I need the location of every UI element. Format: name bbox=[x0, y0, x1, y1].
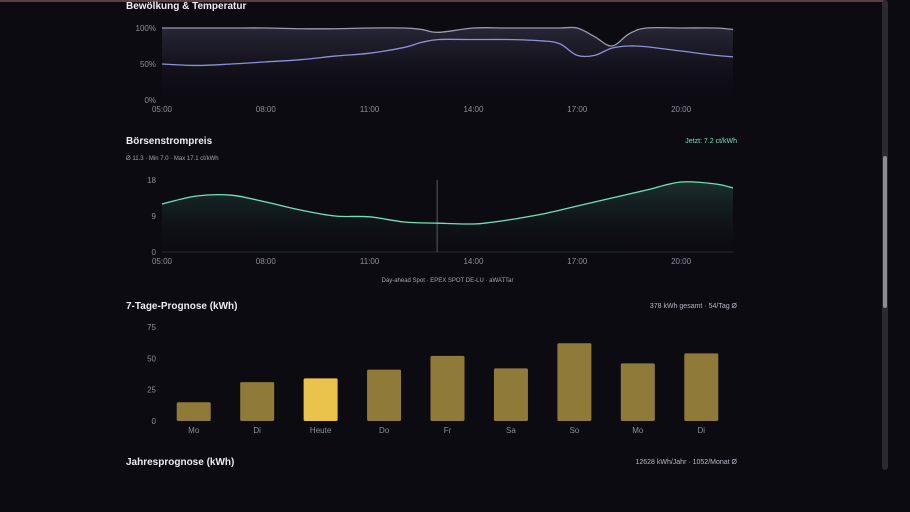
forecast-x-tick: Mo bbox=[188, 426, 200, 435]
forecast-x-tick: Sa bbox=[506, 426, 516, 435]
clouds-x-tick: 14:00 bbox=[463, 105, 484, 114]
price-title: Börsenstrompreis bbox=[126, 136, 213, 147]
annual-title: Jahresprognose (kWh) bbox=[126, 457, 235, 468]
clouds-x-tick: 05:00 bbox=[152, 105, 173, 114]
price-area bbox=[162, 181, 733, 252]
price-x-tick: 05:00 bbox=[152, 257, 173, 266]
forecast-summary: 378 kWh gesamt · 54/Tag Ø bbox=[649, 303, 737, 310]
forecast-bar bbox=[493, 368, 528, 421]
forecast-bar bbox=[303, 378, 338, 421]
price-y-tick: 18 bbox=[147, 176, 156, 185]
forecast-x-tick: Di bbox=[253, 426, 261, 435]
clouds-chart: 100% 50% 0%05:00 08:00 11:00 14:00 17:00 20:00 bbox=[136, 24, 734, 114]
clouds-y-tick: 0% bbox=[144, 96, 156, 105]
price-stats: Ø 11.3 · Min 7.0 · Max 17.1 ct/kWh bbox=[126, 156, 219, 162]
price-x-tick: 17:00 bbox=[567, 257, 588, 266]
forecast-x-tick: Mo bbox=[632, 426, 644, 435]
forecast-x-tick: Di bbox=[697, 426, 705, 435]
annual-summary: 12628 kWh/Jahr · 1052/Monat Ø bbox=[635, 459, 737, 466]
price-y-tick: 9 bbox=[152, 212, 157, 221]
top-border bbox=[0, 0, 885, 2]
clouds-series-line bbox=[162, 26, 734, 47]
forecast-x-tick: So bbox=[569, 426, 579, 435]
price-source: Day-ahead Spot · EPEX SPOT DE-LU · aWATT… bbox=[381, 278, 514, 284]
price-chart: 18 9 005:00 08:00 11:00 14:00 17:00 20:00 bbox=[147, 176, 734, 266]
forecast-bar bbox=[240, 382, 275, 421]
price-y-tick: 0 bbox=[152, 248, 157, 257]
price-x-tick: 11:00 bbox=[360, 257, 380, 266]
price-x-tick: 20:00 bbox=[671, 257, 692, 266]
forecast-y-tick: 75 bbox=[147, 323, 156, 332]
price-x-tick: 14:00 bbox=[463, 257, 484, 266]
clouds-x-tick: 08:00 bbox=[256, 105, 277, 114]
forecast-chart: 75 50 25 0 Mo Di Heute Do Fr Sa So Mo Di bbox=[147, 323, 719, 435]
clouds-x-tick: 11:00 bbox=[360, 105, 380, 114]
clouds-y-tick: 50% bbox=[140, 60, 156, 69]
scrollbar-thumb[interactable] bbox=[883, 156, 887, 308]
forecast-bar bbox=[557, 343, 592, 421]
forecast-x-tick: Do bbox=[379, 426, 390, 435]
forecast-y-tick: 50 bbox=[147, 354, 156, 363]
forecast-bar bbox=[430, 355, 465, 421]
forecast-y-tick: 0 bbox=[152, 417, 157, 426]
forecast-y-tick: 25 bbox=[147, 386, 156, 395]
clouds-title: Bewölkung & Temperatur bbox=[126, 1, 247, 12]
price-series-line bbox=[161, 181, 734, 225]
clouds-area bbox=[162, 27, 733, 100]
forecast-title: 7-Tage-Prognose (kWh) bbox=[126, 301, 238, 312]
forecast-bar bbox=[684, 353, 719, 421]
forecast-x-tick: Fr bbox=[444, 426, 452, 435]
price-now-label: Jetzt: 7.2 ct/kWh bbox=[685, 138, 737, 145]
clouds-x-tick: 17:00 bbox=[567, 105, 588, 114]
clouds-x-tick: 20:00 bbox=[671, 105, 692, 114]
clouds-series-line bbox=[161, 38, 734, 67]
forecast-x-tick: Heute bbox=[310, 426, 332, 435]
price-x-tick: 08:00 bbox=[256, 257, 277, 266]
forecast-bar bbox=[367, 369, 402, 421]
clouds-y-tick: 100% bbox=[136, 24, 156, 33]
forecast-bar bbox=[176, 402, 211, 421]
forecast-bar bbox=[620, 363, 655, 421]
